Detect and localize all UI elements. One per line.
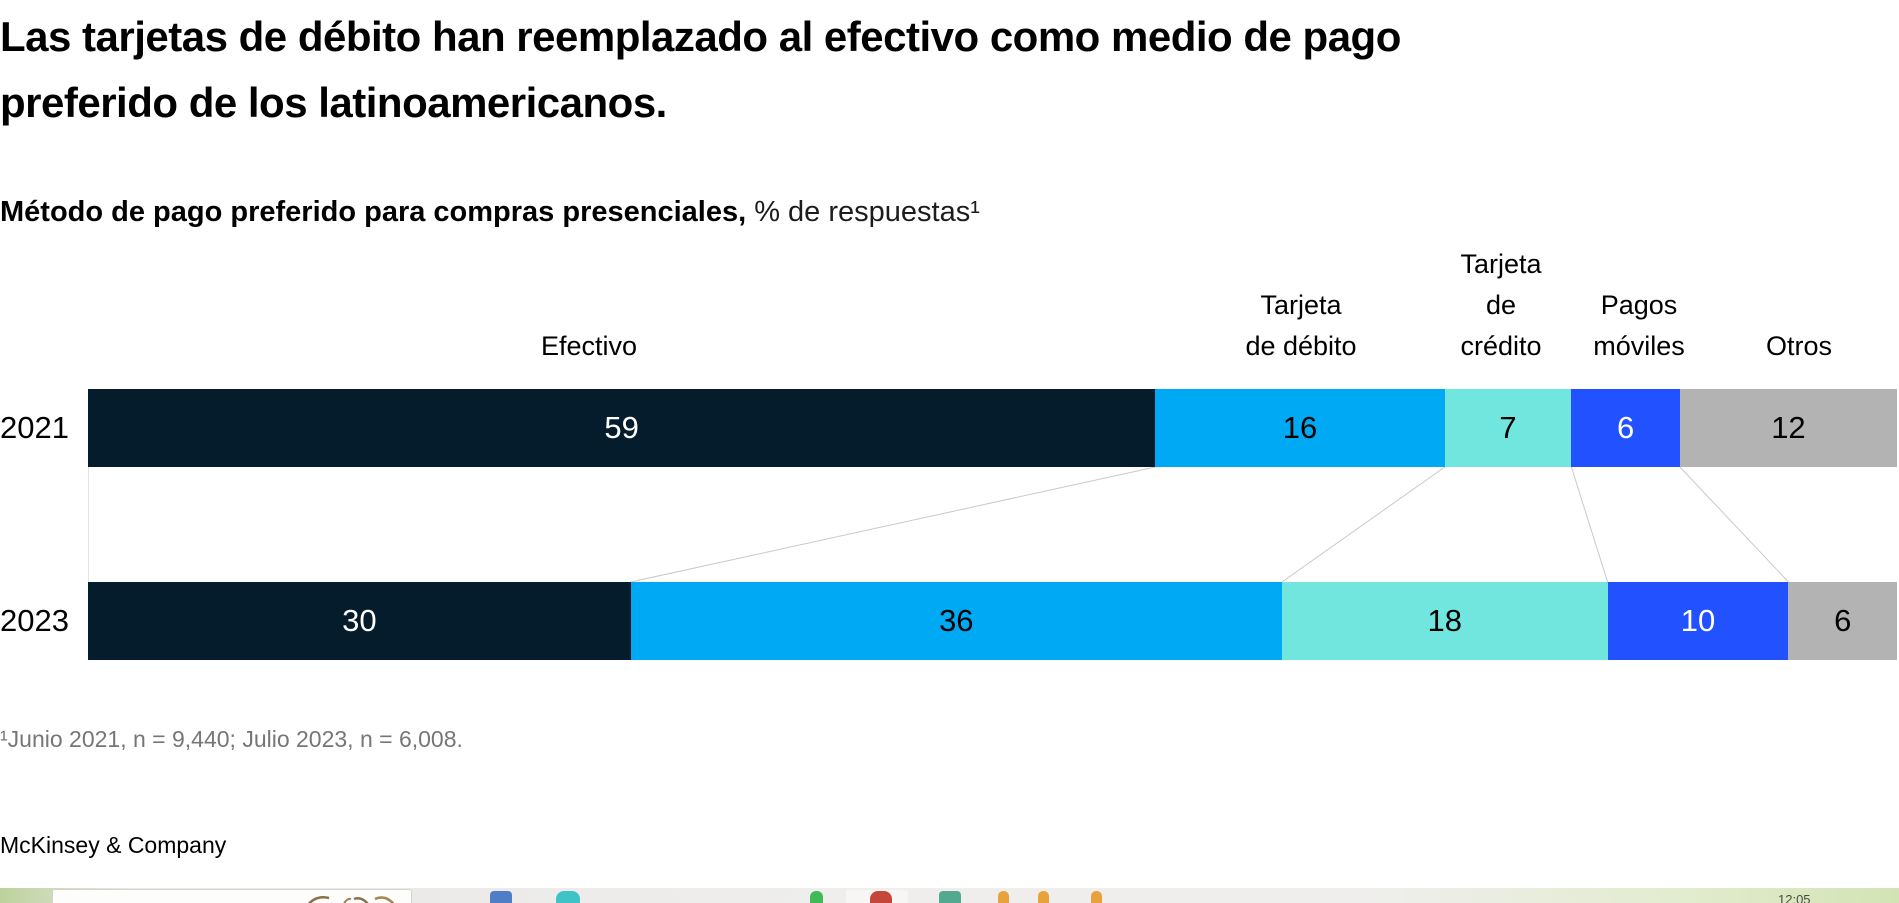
category-label-tarjeta-credito: Tarjeta de crédito <box>1460 249 1542 361</box>
taskbar-app-icon-red[interactable] <box>870 891 892 903</box>
taskbar-app-icon-teal[interactable] <box>556 891 580 903</box>
mckinsey-brand-wordmark: McKinsey & Company <box>0 832 227 858</box>
connector-line-4 <box>1679 467 1789 582</box>
taskbar-app-icon-jade[interactable] <box>939 891 961 903</box>
category-label-efectivo: Efectivo <box>540 331 638 361</box>
bar-segment-2021-1: 16 <box>1155 389 1445 467</box>
taskbar-app-icon-green[interactable] <box>810 891 823 903</box>
category-label-otros: Otros <box>1765 331 1833 361</box>
footnote: ¹Junio 2021, n = 9,440; Julio 2023, n = … <box>0 726 463 752</box>
taskbar-clock[interactable]: 12:05 <box>1778 892 1811 903</box>
category-label-pagos-moviles: Pagos móviles <box>1593 290 1685 361</box>
stacked-bar-2023: 30 36 18 10 6 <box>88 582 1897 660</box>
taskbar-app-icon-blue[interactable] <box>490 891 512 903</box>
page-title: Las tarjetas de débito han reemplazado a… <box>0 13 1401 126</box>
taskbar-app-icon-orange-2[interactable] <box>1038 891 1049 903</box>
bar-segment-2021-0: 59 <box>88 389 1156 467</box>
connector-line-3 <box>1570 467 1609 582</box>
bar-segment-2023-0: 30 <box>88 582 631 660</box>
bar-segment-2021-2: 7 <box>1444 389 1572 467</box>
taskbar: 12:05 <box>0 888 1899 903</box>
row-label-2023: 2023 <box>0 603 69 638</box>
bar-segment-2023-2: 18 <box>1281 582 1608 660</box>
segment-connector-lines <box>88 467 1789 582</box>
category-headers: Efectivo Tarjeta de débito Tarjeta de cr… <box>0 0 1899 367</box>
taskbar-app-icon-orange-1[interactable] <box>998 891 1009 903</box>
category-label-tarjeta-debito: Tarjeta de débito <box>1245 290 1357 361</box>
row-label-2021: 2021 <box>0 410 69 445</box>
bar-row-2021: 2021 59 16 7 6 12 <box>0 389 1899 467</box>
chart-subtitle-bold: Método de pago preferido para compras pr… <box>0 196 747 228</box>
bar-segment-2023-3: 10 <box>1607 582 1789 660</box>
connector-line-2 <box>1281 467 1446 582</box>
connector-line-1 <box>630 467 1156 582</box>
bar-segment-2023-1: 36 <box>630 582 1282 660</box>
bar-row-2023: 2023 30 36 18 10 6 <box>0 582 1899 660</box>
bar-segment-2023-4: 6 <box>1788 582 1897 660</box>
taskbar-app-icon-orange-3[interactable] <box>1091 891 1102 903</box>
stacked-bar-2021: 59 16 7 6 12 <box>88 389 1897 467</box>
bar-segment-2021-4: 12 <box>1679 389 1897 467</box>
bar-segment-2021-3: 6 <box>1571 389 1680 467</box>
chart-subtitle: Método de pago preferido para compras pr… <box>0 196 980 229</box>
taskbar-search-input[interactable] <box>52 889 412 903</box>
chart-subtitle-unit: % de respuestas¹ <box>746 196 980 228</box>
search-box-plant-decoration-icon <box>307 896 395 903</box>
